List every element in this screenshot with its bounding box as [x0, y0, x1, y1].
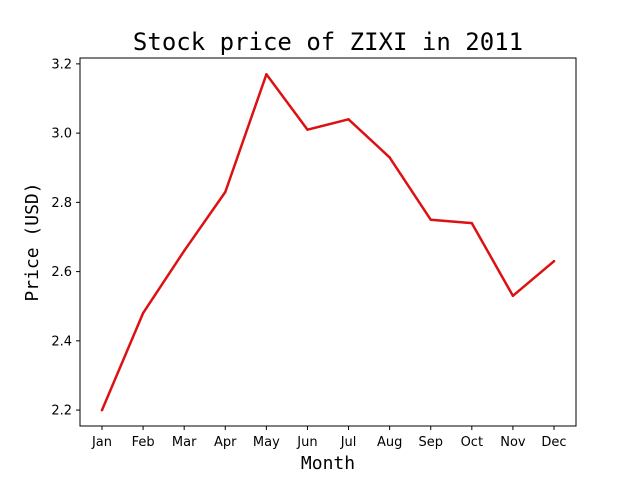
y-axis: 2.2 2.4 2.6 2.8 3.0 3.2 [51, 57, 80, 419]
y-tick-label: 2.2 [51, 404, 72, 419]
data-point [470, 221, 474, 225]
data-point [388, 156, 391, 159]
data-point [265, 73, 268, 76]
plot-area-frame [79, 57, 577, 427]
y-tick-label: 3.2 [51, 57, 72, 72]
data-point [429, 218, 432, 221]
data-point [182, 249, 186, 253]
x-tick-label: Mar [172, 435, 197, 450]
y-tick-label: 2.6 [51, 265, 72, 280]
y-tick-label: 2.4 [51, 334, 72, 349]
x-axis-label: Month [301, 453, 355, 474]
y-tick-label: 2.8 [51, 196, 72, 211]
chart-title: Stock price of ZIXI in 2011 [133, 28, 523, 56]
data-point [306, 128, 309, 131]
x-tick-label: Feb [132, 435, 155, 450]
x-tick-label: Sep [418, 435, 443, 450]
series-layer [100, 73, 556, 412]
series-line [100, 73, 556, 412]
x-tick-label: May [253, 435, 280, 450]
data-point [347, 118, 350, 121]
x-tick-label: Nov [500, 435, 526, 450]
data-point [100, 408, 104, 412]
data-point [141, 311, 145, 315]
data-point [224, 190, 227, 194]
x-tick-label: Apr [214, 435, 237, 450]
y-axis-label: Price (USD) [22, 182, 43, 301]
x-tick-label: Aug [377, 435, 402, 450]
x-tick-label: Jul [340, 435, 357, 450]
x-axis: Jan Feb Mar Apr May Jun Jul Aug Sep Oct Nov Dec [91, 426, 567, 450]
x-tick-label: Jun [296, 435, 317, 450]
data-point [511, 294, 515, 298]
x-tick-label: Oct [461, 435, 483, 450]
y-tick-label: 3.0 [51, 127, 72, 142]
x-tick-label: Jan [91, 435, 112, 450]
x-tick-label: Dec [541, 435, 566, 450]
data-point [552, 260, 556, 263]
